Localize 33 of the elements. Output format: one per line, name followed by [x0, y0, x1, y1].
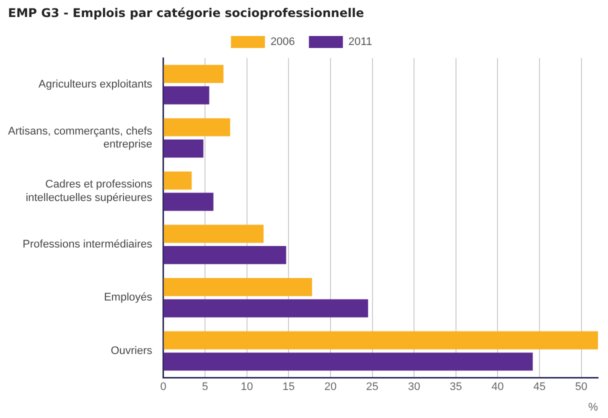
- y-tick-label: Artisans, commerçants, chefs entreprise: [8, 125, 153, 151]
- x-tick-label: 10: [240, 381, 253, 394]
- x-tick-label: 5: [202, 381, 208, 394]
- x-tick-label: 35: [450, 381, 462, 394]
- bar: [164, 140, 204, 158]
- legend-label: 2011: [348, 36, 372, 48]
- bar: [164, 86, 210, 104]
- bar: [164, 192, 214, 211]
- y-tick-label: Cadres et professions intellectuelles supérieures: [26, 178, 153, 204]
- bar: [164, 331, 598, 350]
- y-tick-label: Ouvriers: [110, 345, 153, 357]
- y-tick-label: Employés: [104, 292, 153, 304]
- bar: [164, 224, 264, 243]
- bar: [164, 64, 224, 84]
- x-tick-label: 40: [492, 381, 504, 394]
- x-tick-label: 0: [160, 381, 166, 394]
- bar: [164, 118, 230, 136]
- x-tick-label: 50: [575, 381, 588, 394]
- bar: [164, 278, 312, 296]
- x-tick-label: 45: [533, 381, 546, 394]
- bar: [164, 246, 286, 264]
- chart-title: EMP G3 - Emplois par catégorie socioprofessionnelle: [8, 6, 364, 20]
- y-tick-label: Agriculteurs exploitants: [38, 78, 153, 91]
- bar: [164, 171, 192, 190]
- bar: [164, 299, 368, 318]
- x-axis-title: %: [588, 401, 598, 414]
- x-tick-label: 30: [408, 381, 420, 394]
- bar: [164, 352, 533, 371]
- x-tick-label: 15: [282, 381, 295, 394]
- x-tick-label: 25: [366, 381, 378, 394]
- y-tick-label: Professions intermédiaires: [22, 238, 153, 250]
- x-tick-label: 20: [324, 381, 337, 394]
- legend-label: 2006: [270, 36, 295, 48]
